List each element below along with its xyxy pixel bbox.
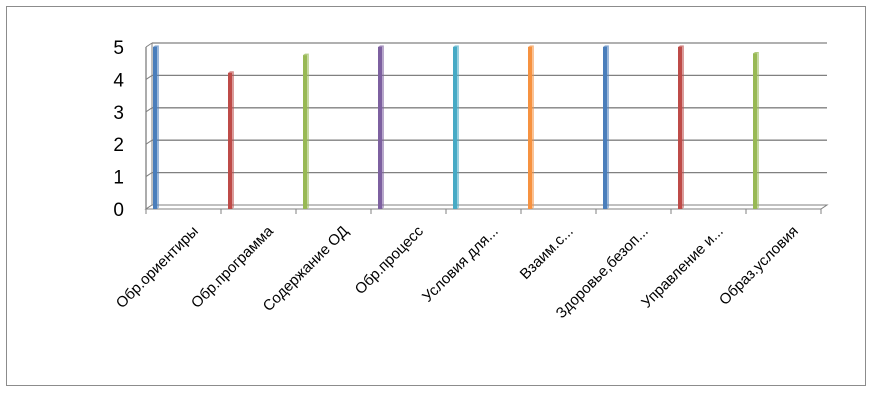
bar (678, 47, 682, 209)
y-tick-label: 2 (113, 135, 124, 156)
bar-top (228, 71, 234, 73)
bar (303, 55, 307, 209)
y-tick-label: 0 (113, 200, 124, 221)
bar-top (528, 45, 534, 47)
bar-side (307, 53, 309, 209)
bar-side (382, 45, 384, 209)
bar-top (453, 45, 459, 47)
bar (453, 47, 457, 209)
bar (603, 47, 607, 209)
y-tick-label: 3 (113, 103, 124, 124)
y-tick-label: 5 (113, 38, 124, 59)
bar-top (153, 45, 159, 47)
bar-top (303, 53, 309, 56)
bar-side (682, 45, 684, 209)
bar-top (378, 45, 384, 47)
x-category-label: Условия для... (419, 223, 502, 306)
bar-side (232, 71, 234, 209)
bar-side (457, 45, 459, 209)
bar-side (157, 45, 159, 209)
y-tick-label: 1 (113, 168, 124, 189)
x-category-label: Взаим.с... (517, 223, 577, 283)
gridline-depth (145, 172, 153, 178)
gridline-depth (145, 74, 153, 80)
bar-side (532, 45, 534, 209)
x-category-label: Обр.процесс (352, 222, 428, 298)
bar-top (603, 45, 609, 47)
bar-side (757, 51, 759, 210)
x-category-label: Образ.условия (716, 223, 802, 309)
x-category-label: Управление и... (638, 223, 727, 312)
bar-top (753, 51, 759, 54)
bar (378, 47, 382, 209)
gridline-depth (145, 42, 153, 48)
bar (153, 47, 157, 209)
bar (753, 53, 757, 210)
gridline-depth (145, 139, 153, 145)
bar (528, 47, 532, 209)
bar (228, 72, 232, 209)
chart-floor (144, 204, 829, 210)
bar-top (678, 45, 684, 47)
bar-side (607, 45, 609, 209)
chart-frame (6, 6, 866, 386)
y-tick-label: 4 (113, 70, 124, 91)
gridline-depth (145, 107, 153, 113)
